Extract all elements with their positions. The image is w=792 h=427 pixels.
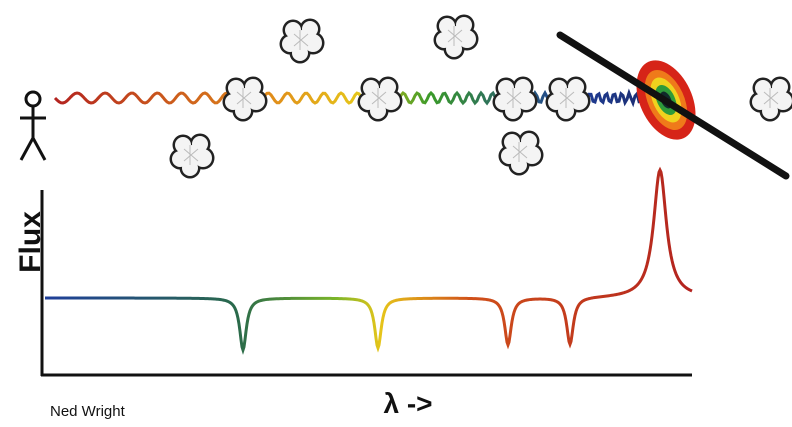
cloud <box>358 77 403 122</box>
gas-clouds <box>170 15 792 179</box>
cloud <box>434 15 479 60</box>
spectrum <box>45 170 692 350</box>
x-axis-label: λ -> <box>383 388 432 419</box>
cloud <box>499 131 544 176</box>
page: Flux λ -> Ned Wright (() => { const data… <box>0 0 792 427</box>
cloud <box>170 134 215 179</box>
cloud <box>750 77 792 122</box>
cloud-part <box>235 88 255 108</box>
y-axis-label: Flux <box>14 211 47 273</box>
cloud-part <box>182 145 202 165</box>
cloud <box>493 77 538 122</box>
cloud-part <box>446 26 466 46</box>
cloud-part <box>762 88 782 108</box>
cloud <box>280 19 325 64</box>
diagram: Flux λ -> Ned Wright <box>0 0 792 427</box>
credit: Ned Wright <box>50 403 126 420</box>
cloud-part <box>292 30 312 50</box>
cloud <box>223 77 268 122</box>
cloud-part <box>511 142 531 162</box>
cloud-part <box>505 88 525 108</box>
cloud <box>546 77 591 122</box>
cloud-part <box>370 88 390 108</box>
cloud-part <box>558 88 578 108</box>
observer <box>20 92 46 160</box>
